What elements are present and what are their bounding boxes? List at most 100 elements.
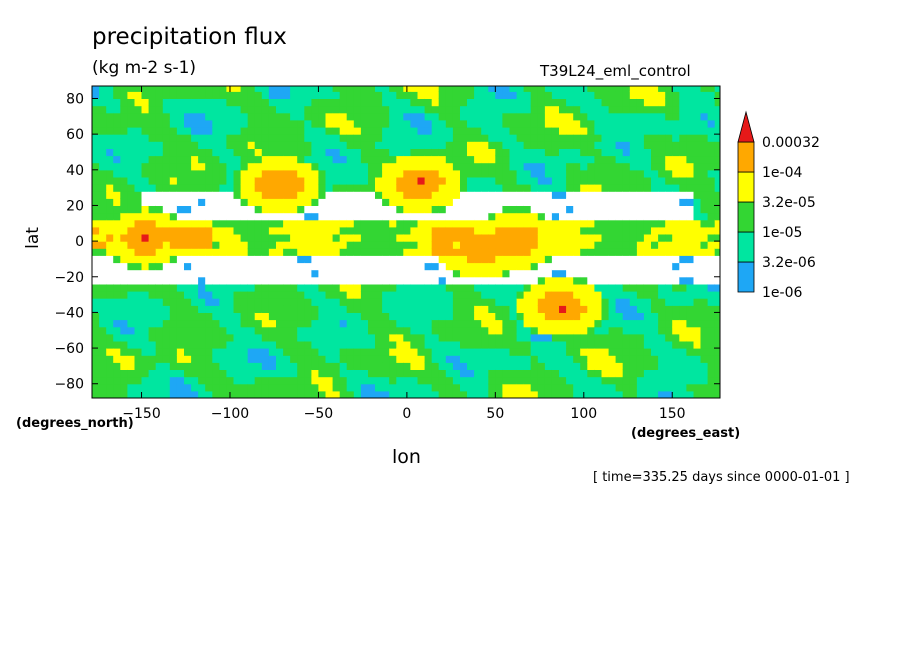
field-cell [346,276,355,285]
field-cell [594,176,603,185]
field-cell [339,348,348,356]
field-cell [162,355,171,363]
field-cell [162,134,171,142]
field-cell [198,376,206,385]
field-cell [276,248,284,256]
field-cell [481,291,489,299]
field-cell [184,340,192,349]
field-cell [396,184,404,192]
field-cell [566,205,574,214]
field-cell [169,276,178,285]
field-cell [410,312,419,321]
field-cell [636,169,645,178]
field-cell [141,333,150,342]
field-cell [622,148,631,157]
field-cell [219,234,228,242]
field-cell [481,234,489,242]
field-cell [184,212,192,221]
field-cell [601,119,610,128]
field-cell [92,333,100,342]
field-cell [488,298,496,306]
field-cell [665,169,673,178]
field-cell [389,276,397,285]
field-cell [615,255,624,264]
field-cell [693,241,702,249]
field-cell [523,326,532,335]
field-cell [226,376,235,385]
field-cell [389,390,397,398]
field-cell [332,134,341,142]
field-cell [283,276,291,285]
field-cell [495,319,503,328]
field-cell [707,262,716,271]
field-cell [551,305,560,313]
field-cell [643,226,652,235]
field-cell [608,319,617,328]
field-cell [693,226,702,235]
field-cell [148,91,157,99]
field-cell [212,191,220,199]
field-cell [382,219,390,228]
field-cell [176,234,185,242]
field-cell [686,390,695,398]
field-cell [516,362,525,370]
field-cell [502,276,511,285]
field-cell [551,234,560,242]
field-cell [169,319,178,328]
field-cell [417,369,426,378]
field-cell [113,283,121,292]
field-cell [261,269,270,278]
field-cell [445,212,454,221]
field-cell [205,283,213,292]
field-cell [551,162,560,171]
field-cell [587,390,595,398]
field-cell [693,326,702,335]
field-cell [339,212,348,221]
field-cell [622,198,631,206]
field-cell [134,141,143,149]
field-cell [580,276,588,285]
field-cell [127,176,136,185]
field-cell [410,98,419,107]
field-cell [452,119,461,128]
field-cell [622,269,631,278]
field-cell [233,348,242,356]
field-cell [502,191,511,199]
field-cell [240,362,249,370]
field-cell [438,283,447,292]
field-cell [460,148,468,157]
field-cell [191,127,199,135]
field-cell [205,390,213,398]
y-tick-label: −80 [54,377,84,393]
field-cell [566,369,574,378]
field-cell [474,105,482,114]
field-cell [509,305,518,313]
field-cell [658,248,666,256]
field-cell [410,255,419,264]
field-cell [636,305,645,313]
field-cell [176,255,185,264]
field-cell [580,362,588,370]
field-cell [474,248,482,256]
field-cell [212,291,220,299]
field-cell [488,340,496,349]
field-cell [368,326,376,335]
field-cell [191,390,199,398]
field-cell [325,312,334,321]
field-cell [396,390,404,398]
field-cell [523,312,532,321]
field-cell [509,148,518,157]
field-cell [191,219,199,228]
field-cell [573,119,581,128]
field-cell [396,162,404,171]
field-cell [325,340,334,349]
field-cell [636,91,645,99]
field-cell [523,355,532,363]
field-cell [184,205,192,214]
field-cell [339,198,348,206]
field-cell [438,383,447,392]
field-cell [452,326,461,335]
field-cell [134,362,143,370]
field-cell [608,134,617,142]
field-cell [537,169,546,178]
